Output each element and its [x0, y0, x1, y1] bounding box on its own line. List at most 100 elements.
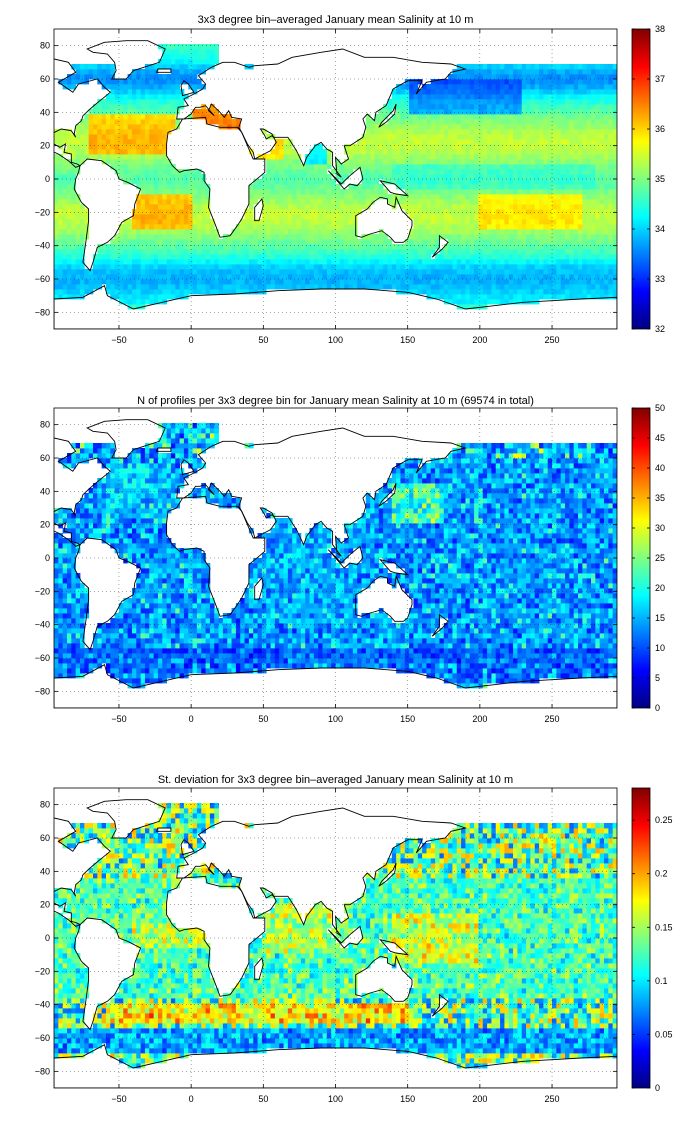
data-bin	[487, 209, 492, 215]
data-bin	[209, 104, 215, 110]
data-bin	[608, 254, 614, 260]
data-bin	[487, 269, 492, 275]
data-bin	[604, 673, 609, 679]
data-bin	[417, 234, 423, 240]
data-bin	[504, 129, 510, 135]
data-bin	[62, 214, 68, 220]
data-bin	[591, 279, 596, 285]
data-bin	[179, 99, 185, 105]
data-bin	[448, 154, 453, 160]
data-bin	[578, 104, 583, 110]
data-bin	[123, 124, 129, 130]
data-bin	[409, 144, 414, 150]
data-bin	[326, 184, 332, 190]
data-bin	[552, 214, 557, 220]
data-bin	[370, 129, 375, 135]
data-bin	[378, 164, 384, 170]
data-bin	[352, 249, 358, 255]
data-bin	[469, 199, 475, 205]
data-bin	[452, 264, 458, 270]
data-bin	[97, 259, 103, 265]
data-bin	[361, 254, 367, 260]
data-bin	[578, 149, 583, 155]
data-bin	[240, 284, 245, 290]
data-bin	[131, 234, 137, 240]
data-bin	[62, 139, 68, 145]
data-bin	[149, 234, 155, 240]
data-bin	[530, 229, 536, 235]
panel-1: 3x3 degree bin–averaged January mean Sal…	[35, 14, 665, 345]
data-bin	[383, 154, 388, 160]
data-bin	[560, 149, 566, 155]
data-bin	[556, 144, 562, 150]
data-bin	[153, 204, 159, 210]
data-bin	[166, 279, 172, 285]
data-bin	[582, 184, 588, 190]
data-bin	[326, 239, 332, 245]
data-bin	[183, 224, 189, 230]
data-bin	[413, 289, 419, 295]
data-bin	[547, 254, 553, 260]
data-bin	[599, 234, 605, 240]
data-bin	[62, 149, 68, 155]
data-bin	[244, 284, 250, 290]
data-bin	[361, 169, 367, 175]
data-bin	[430, 244, 436, 250]
data-bin	[400, 89, 406, 95]
data-bin	[118, 94, 124, 100]
data-bin	[62, 164, 68, 170]
data-bin	[196, 44, 202, 50]
data-bin	[500, 74, 505, 80]
data-bin	[513, 74, 518, 80]
data-bin	[274, 164, 280, 170]
data-bin	[192, 279, 198, 285]
data-bin	[253, 194, 258, 200]
data-bin	[227, 284, 232, 290]
data-bin	[352, 184, 358, 190]
data-bin	[578, 174, 583, 180]
data-bin	[92, 259, 98, 265]
data-bin	[162, 134, 167, 140]
data-bin	[140, 678, 146, 684]
data-bin	[66, 239, 72, 245]
data-bin	[599, 144, 605, 150]
data-bin	[448, 169, 453, 175]
data-bin	[595, 94, 601, 100]
data-bin	[612, 204, 617, 210]
data-bin	[201, 179, 206, 185]
data-bin	[131, 129, 137, 135]
data-bin	[365, 169, 371, 175]
data-bin	[426, 144, 432, 150]
data-bin	[66, 668, 72, 674]
data-bin	[88, 269, 94, 275]
data-bin	[131, 104, 137, 110]
data-bin	[543, 169, 549, 175]
data-bin	[79, 239, 85, 245]
data-bin	[435, 239, 440, 245]
data-bin	[205, 668, 211, 674]
data-bin	[565, 174, 570, 180]
data-bin	[513, 109, 518, 115]
data-bin	[487, 89, 492, 95]
data-bin	[504, 678, 510, 684]
data-bin	[149, 104, 155, 110]
data-bin	[196, 79, 202, 85]
data-bin	[387, 269, 393, 275]
data-bin	[274, 239, 280, 245]
data-bin	[539, 274, 544, 280]
data-bin	[612, 209, 617, 215]
data-bin	[136, 109, 142, 115]
data-bin	[413, 109, 419, 115]
data-bin	[612, 673, 617, 679]
data-bin	[565, 284, 570, 290]
data-bin	[426, 244, 432, 250]
data-bin	[79, 244, 85, 250]
data-bin	[71, 169, 77, 175]
data-bin	[331, 279, 336, 285]
data-bin	[517, 259, 523, 265]
data-bin	[508, 189, 514, 195]
data-bin	[79, 289, 85, 295]
y-tick-label: 80	[40, 41, 50, 51]
data-bin	[105, 79, 111, 85]
data-bin	[556, 269, 562, 275]
